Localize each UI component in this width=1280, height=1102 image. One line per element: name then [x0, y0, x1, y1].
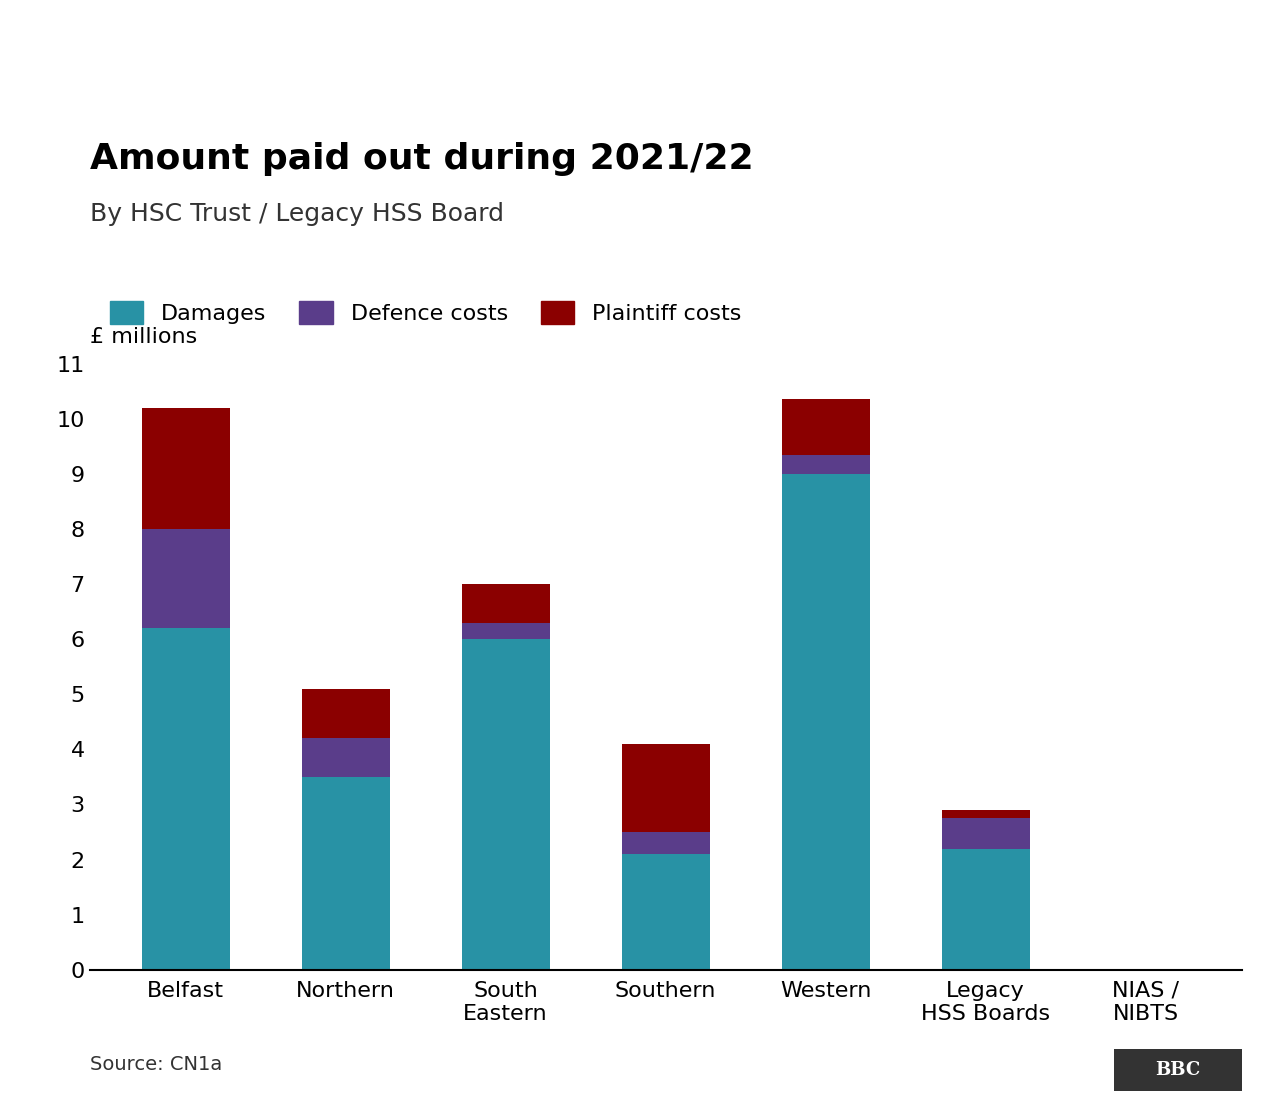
Bar: [462, 584, 549, 623]
Legend: Damages, Defence costs, Plaintiff costs: Damages, Defence costs, Plaintiff costs: [101, 292, 750, 333]
Text: Source: CN1a: Source: CN1a: [90, 1056, 221, 1074]
Bar: [622, 854, 709, 970]
Bar: [302, 689, 389, 738]
Text: Amount paid out during 2021/22: Amount paid out during 2021/22: [90, 142, 753, 176]
Bar: [942, 810, 1029, 818]
Bar: [462, 623, 549, 639]
Bar: [942, 849, 1029, 970]
Bar: [302, 738, 389, 777]
Bar: [942, 818, 1029, 849]
Bar: [782, 400, 869, 455]
FancyBboxPatch shape: [1114, 1049, 1242, 1091]
Text: £ millions: £ millions: [90, 327, 197, 347]
Bar: [782, 454, 869, 474]
Text: BBC: BBC: [1155, 1061, 1201, 1079]
Bar: [462, 639, 549, 970]
Bar: [142, 408, 229, 529]
Bar: [142, 628, 229, 970]
Bar: [302, 777, 389, 970]
Bar: [782, 474, 869, 970]
Text: By HSC Trust / Legacy HSS Board: By HSC Trust / Legacy HSS Board: [90, 202, 503, 226]
Bar: [622, 744, 709, 832]
Bar: [142, 529, 229, 628]
Bar: [622, 832, 709, 854]
